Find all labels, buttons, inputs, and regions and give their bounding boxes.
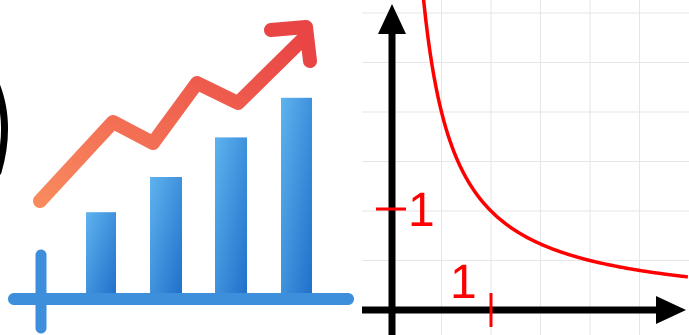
growth-bar-4 — [281, 97, 312, 298]
y-tick-label: 1 — [408, 184, 435, 237]
graph-grid — [362, 0, 689, 335]
reciprocal-curve — [421, 0, 689, 279]
growth-bar-3 — [215, 137, 247, 298]
x-tick-label: 1 — [450, 256, 477, 309]
trend-line — [33, 33, 309, 208]
growth-bar-2 — [150, 177, 182, 298]
x-axis-arrowhead — [656, 296, 686, 324]
y-axis-arrowhead — [378, 4, 406, 34]
growth-bar-1 — [86, 212, 116, 298]
trend-arrowhead — [264, 20, 317, 68]
